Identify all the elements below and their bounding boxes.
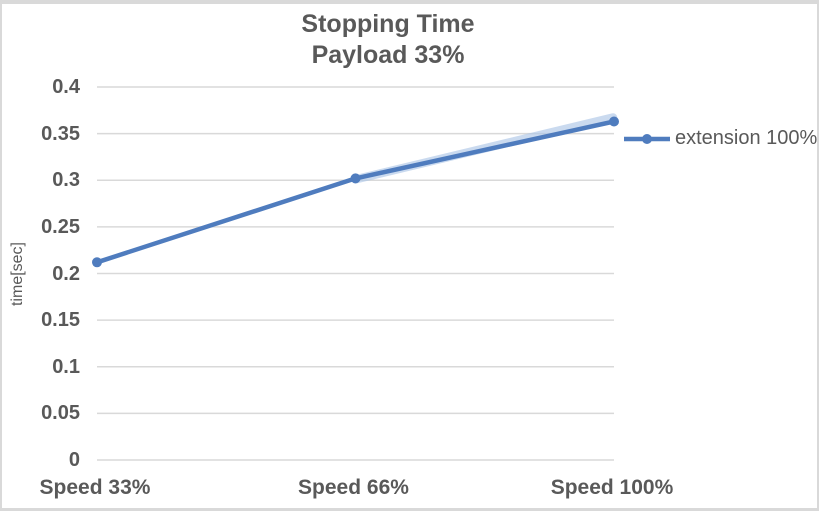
x-axis-tick-label: Speed 100% xyxy=(550,476,674,499)
y-axis-tick-label: 0.2 xyxy=(52,262,80,285)
legend: extension 100% xyxy=(623,127,817,150)
y-axis-tick-label: 0.05 xyxy=(41,402,80,425)
y-axis-tick-label: 0 xyxy=(68,449,80,471)
series-line xyxy=(94,119,617,265)
chart-title-line2: Payload 33% xyxy=(311,41,465,69)
legend-line-marker-icon xyxy=(624,133,670,144)
x-axis-tick-label: Speed 66% xyxy=(298,476,409,499)
chart-title: Stopping Time Payload 33% xyxy=(2,9,774,71)
y-axis-tick-label: 0.15 xyxy=(41,309,80,332)
data-point-marker xyxy=(350,173,361,184)
data-point-marker xyxy=(609,116,619,127)
data-point-marker xyxy=(92,257,102,268)
legend-label: extension 100% xyxy=(675,127,818,149)
y-axis-tick-label: 0.1 xyxy=(52,355,80,378)
y-axis-tick-label: 0.3 xyxy=(52,169,80,192)
x-axis-tick-label: Speed 33% xyxy=(39,476,151,499)
y-axis-tick-label: 0.25 xyxy=(41,215,80,238)
chart-title-line1: Stopping Time xyxy=(301,10,475,38)
y-axis-tick-label: 0.35 xyxy=(41,122,80,145)
plot-svg xyxy=(92,86,619,461)
y-axis-tick-label: 0.4 xyxy=(52,76,80,98)
